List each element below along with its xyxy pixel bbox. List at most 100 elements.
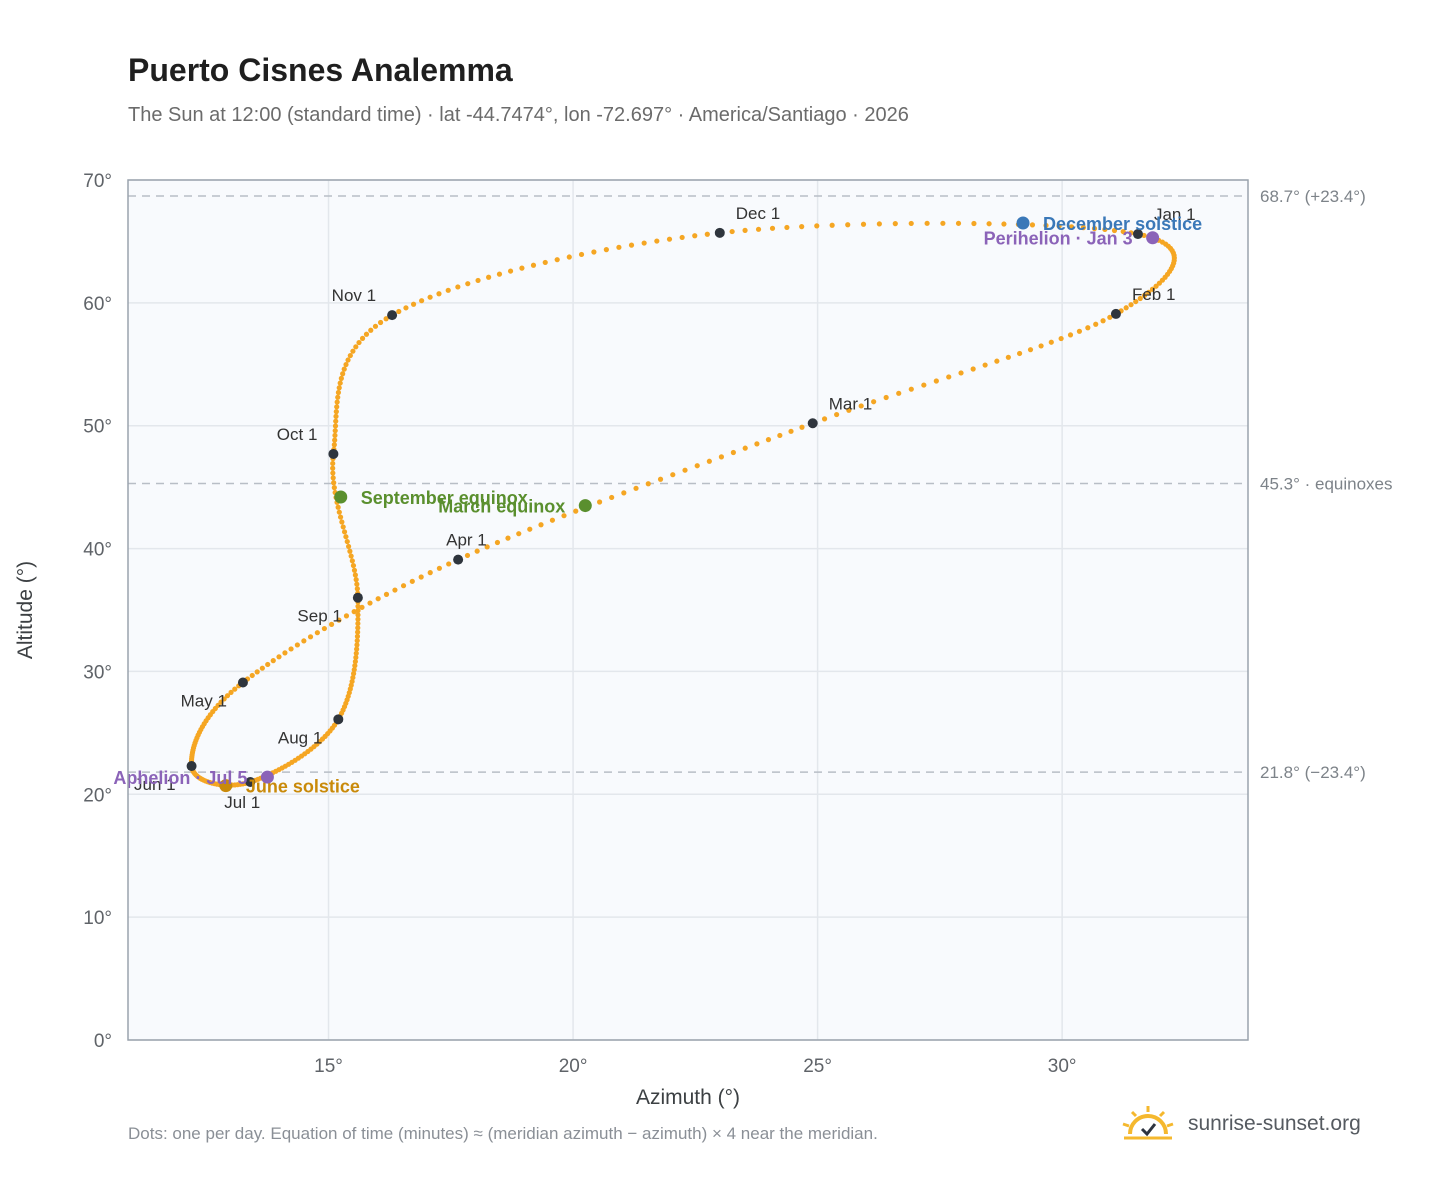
event-label: September equinox [361, 488, 528, 508]
daily-dot [352, 572, 358, 578]
daily-dot [427, 294, 433, 300]
daily-dot [294, 642, 300, 648]
x-tick-label: 30° [1048, 1056, 1077, 1077]
daily-dot [464, 552, 471, 559]
daily-dot [340, 524, 346, 530]
daily-dot [221, 696, 227, 702]
daily-dot [505, 535, 511, 541]
daily-dot [350, 671, 357, 677]
plot-frame [127, 179, 1249, 1041]
month-label: Jul 1 [224, 793, 260, 812]
daily-dot [436, 565, 442, 571]
daily-dot [621, 490, 627, 496]
daily-dot [367, 600, 373, 606]
daily-dot [788, 428, 794, 434]
daily-dot [1137, 295, 1143, 302]
daily-dot [924, 220, 930, 226]
daily-dot [254, 669, 260, 675]
daily-dot [354, 642, 360, 648]
month-marker [1110, 308, 1121, 319]
sun-logo-icon [1122, 1106, 1174, 1140]
daily-dot [1141, 292, 1148, 299]
markers: Jan 1 Feb 1 Mar 1 Apr 1 May 1 Jun 1 Jul 1 Aug 1… [113, 204, 1202, 812]
daily-dot [352, 663, 358, 669]
daily-dot [516, 531, 522, 537]
daily-dot [538, 522, 544, 528]
reference-label: 68.7° (+23.4°) [1260, 187, 1366, 206]
daily-dot [566, 254, 572, 260]
daily-dot [1156, 280, 1162, 286]
daily-dot [282, 650, 288, 656]
daily-dot [409, 578, 415, 584]
daily-dot [1100, 318, 1106, 324]
daily-dot [418, 574, 424, 580]
daily-dot [335, 389, 342, 396]
daily-dot [336, 509, 342, 515]
daily-dot [549, 517, 556, 523]
page-subtitle: The Sun at 12:00 (standard time) · lat -… [128, 104, 909, 126]
daily-dot [474, 548, 480, 554]
daily-dot [330, 465, 336, 471]
daily-dot [958, 370, 964, 376]
month-marker [186, 761, 197, 772]
month-marker [245, 777, 256, 787]
daily-dot [377, 319, 384, 326]
y-tick-label: 60° [83, 294, 112, 315]
daily-dot [355, 612, 361, 618]
daily-dot [1068, 224, 1075, 230]
daily-dot [350, 348, 356, 354]
event-marker [1016, 216, 1030, 230]
daily-dot [1091, 225, 1098, 232]
daily-dot [349, 558, 355, 564]
daily-dot [340, 371, 346, 377]
daily-dot [332, 432, 338, 439]
daily-dot [331, 442, 337, 448]
daily-dot [755, 226, 762, 232]
daily-dot [1048, 339, 1054, 345]
daily-dot [445, 287, 451, 293]
daily-dot [616, 244, 622, 250]
daily-dot [799, 224, 805, 230]
daily-dot [940, 220, 946, 226]
daily-dot [355, 625, 361, 631]
daily-dot [475, 277, 481, 284]
y-tick-label: 70° [83, 171, 112, 192]
daily-dot [335, 394, 341, 400]
daily-dot [799, 424, 805, 430]
daily-dot [494, 539, 501, 546]
daily-dot [679, 234, 685, 241]
daily-dot [908, 220, 914, 227]
event-label: Aphelion · Jul 5 [113, 768, 247, 788]
daily-dot [330, 475, 336, 481]
daily-dot [845, 222, 851, 228]
daily-dot [333, 409, 339, 415]
daily-dot [633, 485, 639, 491]
daily-dot [1107, 314, 1113, 320]
daily-dot [682, 467, 688, 473]
daily-dot [554, 257, 560, 263]
daily-dot [908, 386, 914, 392]
daily-dot [484, 544, 490, 550]
daily-dot [276, 654, 282, 660]
daily-dot [694, 463, 700, 469]
daily-dot [356, 339, 362, 346]
month-label: Dec 1 [736, 204, 780, 223]
daily-dot [1153, 283, 1159, 289]
daily-dot [353, 344, 359, 350]
event-marker [334, 490, 348, 504]
daily-dot [349, 678, 355, 685]
daily-dot [350, 674, 356, 681]
brand-logo[interactable]: sunrise-sunset.org [1120, 1104, 1361, 1144]
daily-dot [383, 316, 389, 322]
daily-dot [331, 480, 337, 486]
daily-dot [609, 494, 615, 501]
month-label: Mar 1 [829, 394, 872, 413]
daily-dot [348, 553, 354, 559]
x-tick-label: 20° [559, 1056, 588, 1077]
daily-dot [628, 242, 635, 248]
daily-dot [829, 222, 835, 228]
daily-dot [351, 567, 358, 573]
y-tick-label: 50° [83, 417, 112, 438]
month-marker [352, 592, 363, 603]
daily-dot [496, 271, 503, 277]
